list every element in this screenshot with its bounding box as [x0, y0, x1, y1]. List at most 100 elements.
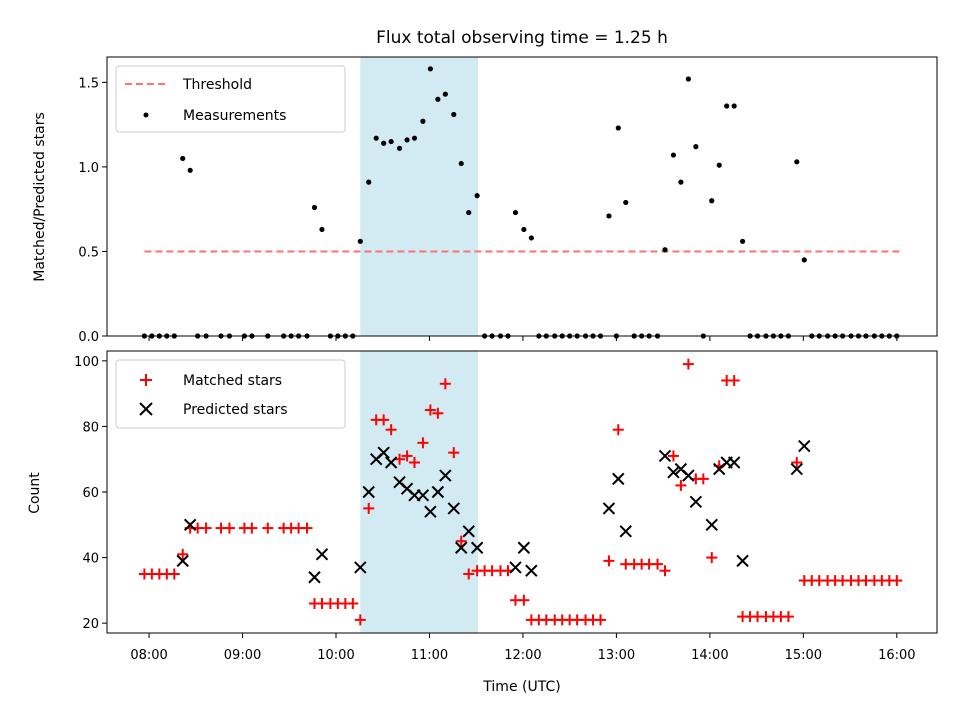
matched-stars-point — [200, 522, 212, 534]
top-y-axis-label: Matched/Predicted stars — [32, 112, 48, 282]
matched-stars-point — [612, 424, 624, 436]
top-legend: Threshold Measurements — [115, 65, 346, 133]
measurement-point — [670, 152, 677, 158]
predicted-stars-point — [384, 456, 398, 469]
y-tick-label: 1.0 — [78, 161, 99, 176]
predicted-stars-point — [377, 446, 390, 459]
measurement-point — [373, 135, 379, 141]
matched-stars-point — [667, 450, 679, 462]
measurement-point — [388, 138, 394, 145]
matched-stars-point — [394, 453, 406, 465]
measurement-point — [458, 160, 464, 167]
measurement-point — [180, 155, 186, 162]
predicted-stars-point — [658, 449, 672, 463]
matched-stars-point — [223, 522, 235, 534]
measurement-point — [420, 118, 426, 124]
measurement-point — [685, 76, 691, 82]
matched-stars-point — [177, 548, 189, 560]
matched-stars-point — [246, 522, 258, 534]
predicted-stars-point — [727, 456, 741, 469]
measurement-point — [709, 198, 715, 204]
measurement-point — [623, 199, 629, 206]
measurement-point — [615, 125, 621, 131]
matched-stars-point — [659, 565, 671, 577]
x-axis-label: Time (UTC) — [482, 679, 560, 695]
matched-stars-point — [385, 424, 397, 436]
y-tick-label: 40 — [82, 552, 99, 567]
measurement-point — [662, 247, 668, 253]
measurement-point — [319, 226, 325, 233]
measurement-point — [739, 238, 746, 244]
legend-matched-swatch — [140, 374, 152, 386]
predicted-stars-point — [362, 485, 375, 499]
matched-stars-point — [301, 522, 313, 534]
measurement-point — [311, 204, 318, 211]
predicted-stars-point — [705, 518, 718, 531]
legend-measurements-swatch — [143, 112, 149, 118]
measurement-point — [404, 137, 410, 143]
y-tick-label: 0.5 — [78, 245, 99, 260]
measurement-point — [512, 209, 519, 216]
matched-stars-point — [432, 407, 444, 419]
matched-stars-point — [347, 597, 359, 609]
top-panel: 0.0 0.5 1.0 1.5 Matched/Predicted stars Thr… — [32, 56, 938, 345]
predicted-stars-point — [667, 466, 680, 479]
bottom-legend: Matched stars Predicted stars — [115, 359, 346, 429]
matched-stars-point — [168, 568, 180, 580]
matched-stars-point — [728, 375, 740, 387]
predicted-stars-point — [183, 518, 197, 531]
measurement-point — [427, 66, 434, 72]
predicted-stars-point — [736, 554, 749, 568]
matched-stars-point — [697, 473, 709, 485]
measurement-point — [396, 145, 403, 151]
measurement-point — [521, 226, 527, 233]
measurement-point — [678, 179, 684, 185]
predicted-stars-point — [462, 525, 475, 538]
top-axes-frame — [106, 56, 938, 337]
x-tick-label: 11:00 — [411, 648, 448, 663]
measurement-point — [381, 140, 387, 146]
legend-predicted-label: Predicted stars — [183, 402, 288, 418]
matched-stars-point — [603, 555, 615, 567]
predicted-stars-point — [790, 462, 804, 476]
measurement-point — [716, 162, 722, 168]
matched-stars-point — [409, 456, 421, 468]
matched-stars-point — [652, 558, 664, 570]
measurement-point — [731, 103, 737, 109]
bottom-legend-box — [115, 359, 346, 429]
y-tick-label: 0.0 — [78, 330, 99, 345]
measurement-point — [794, 159, 800, 165]
predicted-stars-point — [525, 564, 538, 577]
predicted-stars-point — [354, 561, 367, 574]
matched-stars-point — [401, 450, 413, 462]
matched-stars-point — [595, 614, 607, 626]
matched-stars-point — [782, 611, 794, 623]
matched-stars-point — [463, 568, 475, 580]
x-tick-label: 12:00 — [504, 648, 541, 663]
predicted-stars-point — [509, 561, 522, 574]
x-tick-label: 10:00 — [317, 648, 354, 663]
matched-stars-point — [518, 594, 530, 606]
matched-stars-point — [262, 522, 274, 534]
x-tick-label: 09:00 — [224, 648, 261, 663]
legend-measurements-label: Measurements — [183, 108, 286, 124]
y-tick-label: 80 — [82, 420, 99, 435]
measurement-point — [435, 96, 441, 102]
measurement-point — [801, 257, 807, 263]
predicted-stars-point — [424, 505, 437, 518]
matched-stars-point — [891, 575, 903, 587]
measurement-point — [411, 135, 418, 141]
x-tick-label: 08:00 — [130, 648, 167, 663]
predicted-stars-point — [470, 541, 484, 554]
predicted-stars-point — [447, 502, 460, 515]
x-tick-label: 16:00 — [878, 648, 915, 663]
matched-stars-point — [706, 552, 718, 564]
predicted-stars-point — [431, 485, 445, 499]
predicted-stars-point — [176, 554, 189, 568]
predicted-stars-point — [798, 439, 811, 453]
observing-span-top — [360, 57, 479, 336]
x-tick-label: 13:00 — [598, 648, 635, 663]
matched-stars-point — [455, 535, 467, 547]
predicted-stars-point — [315, 548, 329, 561]
